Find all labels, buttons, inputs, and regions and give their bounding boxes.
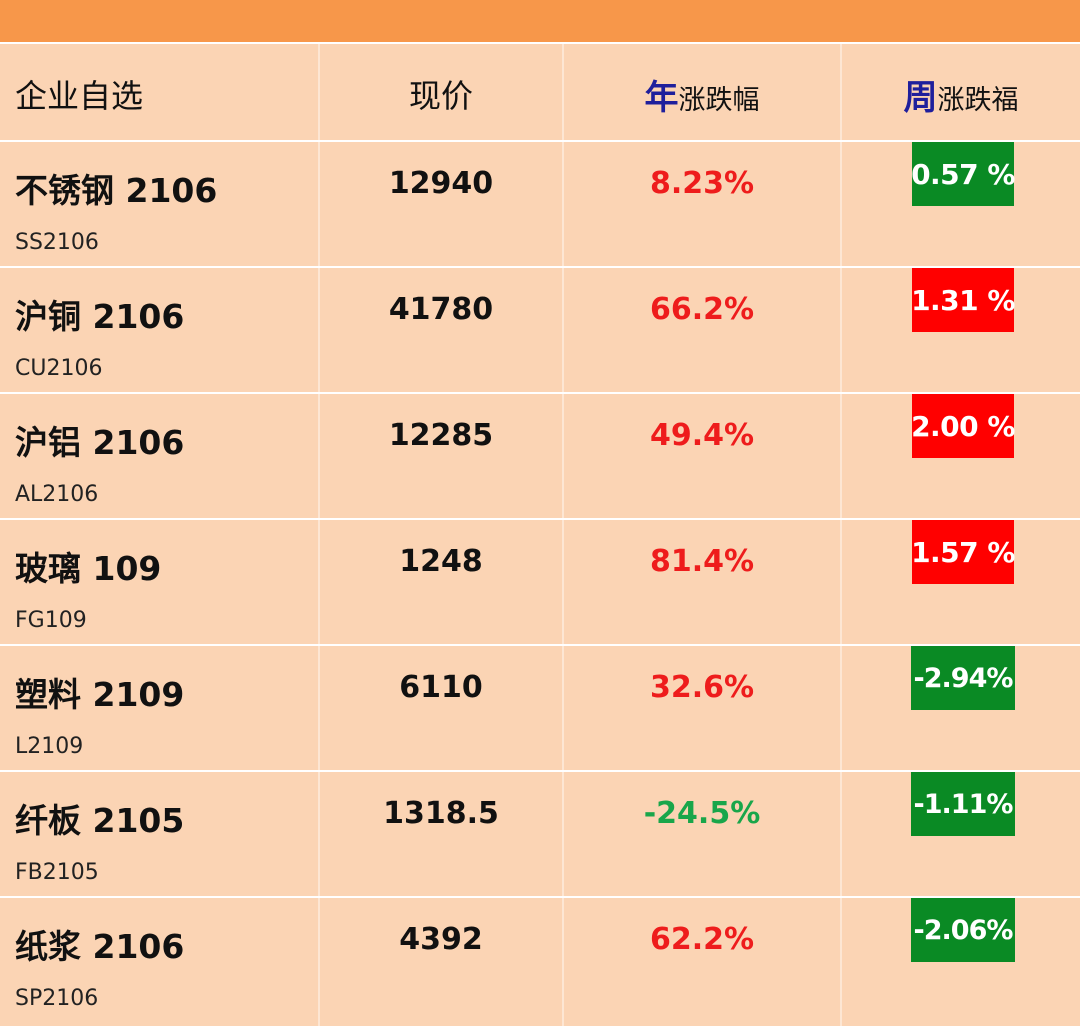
- contract-name: 塑料 2109: [15, 675, 185, 714]
- cell-year-change: 32.6%: [562, 646, 840, 770]
- cell-year-change: 8.23%: [562, 142, 840, 266]
- cell-year-change: 62.2%: [562, 898, 840, 1026]
- week-change-badge: -2.06%: [911, 898, 1015, 962]
- current-price: 41780: [388, 292, 494, 327]
- header-year-label: 年涨跌幅: [564, 70, 840, 119]
- week-change-badge: 1.31 %: [911, 268, 1015, 332]
- cell-name: 塑料 2109 L2109: [0, 646, 318, 770]
- header-cell-week: 周涨跌福: [840, 44, 1080, 140]
- contract-name: 纤板 2105: [15, 801, 185, 840]
- contract-code: FB2105: [15, 860, 99, 885]
- cell-name: 纸浆 2106 SP2106: [0, 898, 318, 1026]
- year-change-value: 62.2%: [649, 922, 755, 957]
- header-week-rest: 涨跌福: [937, 85, 1019, 116]
- watchlist-table: 企业自选 现价 年涨跌幅 周涨跌福 不锈钢 2106 SS2106 12940 8.2…: [0, 44, 1080, 1026]
- table-row[interactable]: 塑料 2109 L2109 6110 32.6% -2.94%: [0, 646, 1080, 772]
- contract-code: L2109: [15, 734, 84, 759]
- table-row[interactable]: 纸浆 2106 SP2106 4392 62.2% -2.06%: [0, 898, 1080, 1026]
- week-change-badge: -2.94%: [911, 646, 1015, 710]
- contract-code: SP2106: [15, 986, 99, 1011]
- cell-price: 1248: [318, 520, 562, 644]
- header-year-rest: 涨跌幅: [678, 85, 760, 116]
- week-change-badge: 0.57 %: [911, 142, 1015, 206]
- contract-name: 玻璃 109: [15, 549, 162, 588]
- contract-name: 沪铝 2106: [15, 423, 185, 462]
- header-name-label: 企业自选: [15, 77, 144, 115]
- week-change-badge: 1.57 %: [911, 520, 1015, 584]
- current-price: 4392: [399, 922, 483, 957]
- contract-name: 不锈钢 2106: [15, 171, 218, 210]
- current-price: 6110: [399, 670, 483, 705]
- header-year-em: 年: [644, 78, 679, 118]
- cell-price: 41780: [318, 268, 562, 392]
- week-change-badge: 2.00 %: [911, 394, 1015, 458]
- top-banner: [0, 0, 1080, 42]
- header-cell-year: 年涨跌幅: [562, 44, 840, 140]
- table-header: 企业自选 现价 年涨跌幅 周涨跌福: [0, 44, 1080, 142]
- cell-week-change: -2.94%: [840, 646, 1080, 770]
- current-price: 1318.5: [383, 796, 499, 831]
- header-cell-price: 现价: [318, 44, 562, 140]
- year-change-value: 66.2%: [649, 292, 755, 327]
- cell-price: 1318.5: [318, 772, 562, 896]
- cell-name: 沪铜 2106 CU2106: [0, 268, 318, 392]
- current-price: 12940: [388, 166, 494, 201]
- cell-price: 12285: [318, 394, 562, 518]
- year-change-value: -24.5%: [643, 796, 761, 831]
- year-change-value: 81.4%: [649, 544, 755, 579]
- header-cell-name: 企业自选: [0, 44, 318, 140]
- cell-price: 12940: [318, 142, 562, 266]
- cell-week-change: 1.31 %: [840, 268, 1080, 392]
- cell-name: 不锈钢 2106 SS2106: [0, 142, 318, 266]
- year-change-value: 32.6%: [649, 670, 755, 705]
- cell-name: 沪铝 2106 AL2106: [0, 394, 318, 518]
- table-row[interactable]: 纤板 2105 FB2105 1318.5 -24.5% -1.11%: [0, 772, 1080, 898]
- table-row[interactable]: 玻璃 109 FG109 1248 81.4% 1.57 %: [0, 520, 1080, 646]
- cell-week-change: 0.57 %: [840, 142, 1080, 266]
- contract-code: FG109: [15, 608, 87, 633]
- header-price-label: 现价: [408, 77, 473, 115]
- contract-name: 沪铜 2106: [15, 297, 185, 336]
- cell-name: 玻璃 109 FG109: [0, 520, 318, 644]
- table-row[interactable]: 不锈钢 2106 SS2106 12940 8.23% 0.57 %: [0, 142, 1080, 268]
- cell-name: 纤板 2105 FB2105: [0, 772, 318, 896]
- cell-price: 6110: [318, 646, 562, 770]
- contract-code: AL2106: [15, 482, 99, 507]
- cell-week-change: -2.06%: [840, 898, 1080, 1026]
- year-change-value: 49.4%: [649, 418, 755, 453]
- cell-price: 4392: [318, 898, 562, 1026]
- cell-year-change: 49.4%: [562, 394, 840, 518]
- header-week-label: 周涨跌福: [842, 70, 1080, 119]
- cell-week-change: 2.00 %: [840, 394, 1080, 518]
- cell-year-change: 81.4%: [562, 520, 840, 644]
- table-row[interactable]: 沪铝 2106 AL2106 12285 49.4% 2.00 %: [0, 394, 1080, 520]
- cell-year-change: 66.2%: [562, 268, 840, 392]
- contract-code: CU2106: [15, 356, 103, 381]
- contract-name: 纸浆 2106: [15, 927, 185, 966]
- cell-year-change: -24.5%: [562, 772, 840, 896]
- cell-week-change: 1.57 %: [840, 520, 1080, 644]
- table-row[interactable]: 沪铜 2106 CU2106 41780 66.2% 1.31 %: [0, 268, 1080, 394]
- table-body: 不锈钢 2106 SS2106 12940 8.23% 0.57 % 沪铜 2106 CU2…: [0, 142, 1080, 1026]
- cell-week-change: -1.11%: [840, 772, 1080, 896]
- contract-code: SS2106: [15, 230, 99, 255]
- year-change-value: 8.23%: [649, 166, 755, 201]
- header-week-em: 周: [903, 78, 938, 118]
- week-change-badge: -1.11%: [911, 772, 1015, 836]
- current-price: 1248: [399, 544, 483, 579]
- current-price: 12285: [388, 418, 494, 453]
